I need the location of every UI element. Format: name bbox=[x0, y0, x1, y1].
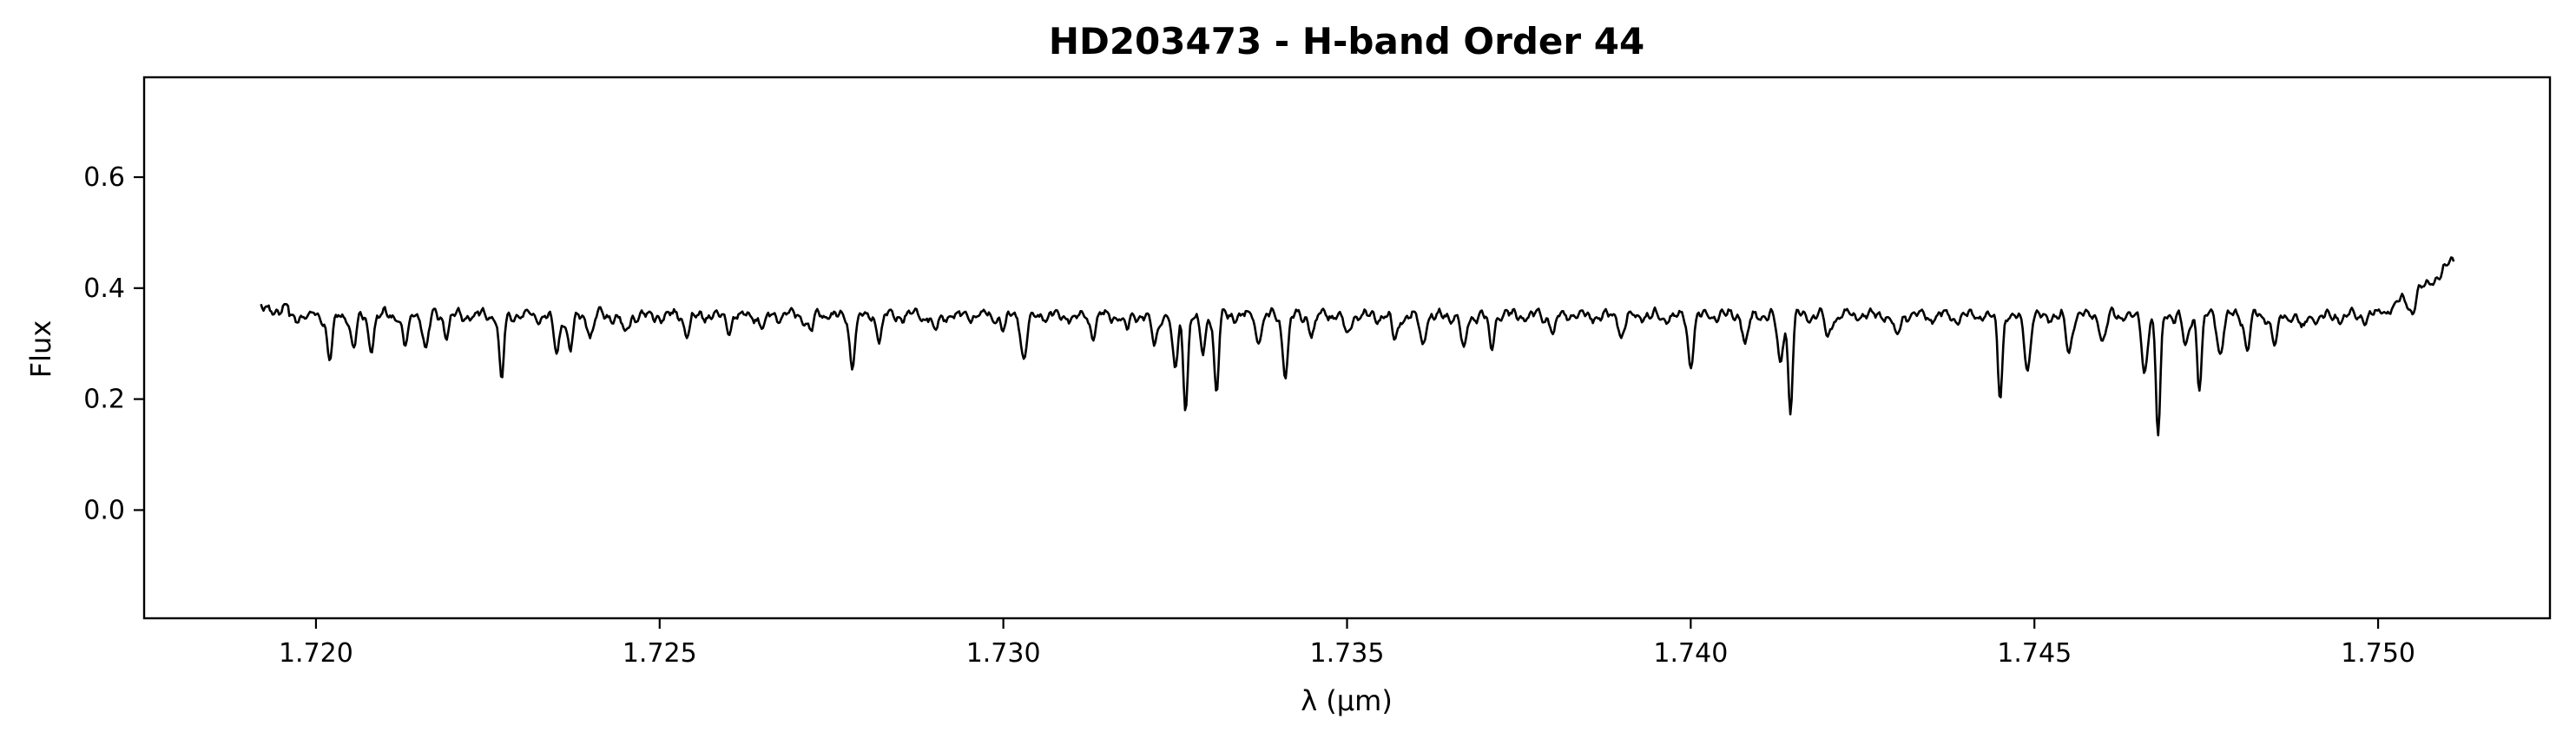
y-tick-label: 0.6 bbox=[83, 162, 125, 193]
x-tick-label: 1.725 bbox=[623, 638, 697, 669]
x-tick-label: 1.735 bbox=[1310, 638, 1385, 669]
y-axis-label: Flux bbox=[24, 320, 57, 379]
y-tick-label: 0.4 bbox=[83, 274, 125, 304]
spectrum-series-line bbox=[260, 256, 2455, 437]
x-tick-label: 1.750 bbox=[2341, 638, 2415, 669]
chart-title: HD203473 - H-band Order 44 bbox=[1049, 20, 1644, 63]
plot-area bbox=[260, 256, 2455, 437]
y-axis-ticks: 0.0 0.2 0.4 0.6 bbox=[83, 162, 144, 525]
y-tick-label: 0.0 bbox=[83, 495, 125, 525]
y-tick-label: 0.2 bbox=[83, 385, 125, 415]
x-tick-label: 1.730 bbox=[966, 638, 1041, 669]
x-tick-label: 1.740 bbox=[1653, 638, 1728, 669]
x-axis-label: λ (μm) bbox=[1301, 684, 1393, 717]
x-axis-ticks: 1.720 1.725 1.730 1.735 1.740 1.745 1.750 bbox=[279, 618, 2415, 669]
x-tick-label: 1.745 bbox=[1997, 638, 2072, 669]
x-tick-label: 1.720 bbox=[279, 638, 353, 669]
